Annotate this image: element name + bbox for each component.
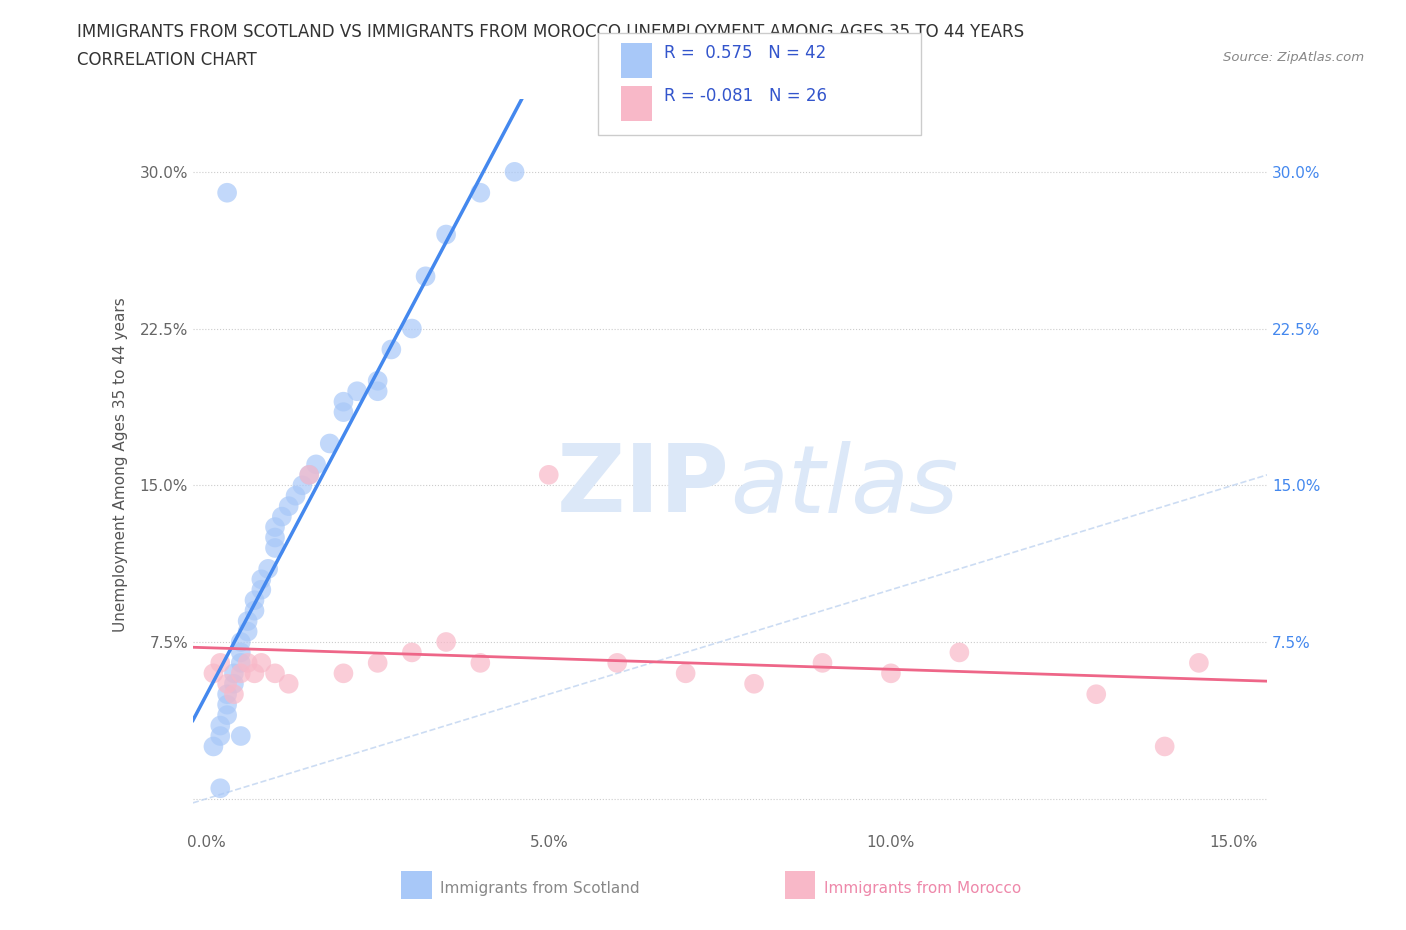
Point: [367, 384, 389, 399]
Point: [217, 676, 239, 691]
Point: [332, 405, 354, 419]
Text: ZIP: ZIP: [557, 440, 730, 532]
Point: [222, 676, 245, 691]
Point: [948, 645, 970, 660]
Point: [264, 530, 287, 545]
Point: [236, 614, 259, 629]
Point: [332, 666, 354, 681]
Text: CORRELATION CHART: CORRELATION CHART: [77, 51, 257, 69]
Point: [209, 781, 232, 796]
Point: [217, 698, 239, 712]
Point: [250, 572, 273, 587]
Point: [415, 269, 437, 284]
Point: [319, 436, 342, 451]
Point: [434, 227, 457, 242]
Point: [298, 468, 321, 483]
Point: [217, 686, 239, 701]
Point: [1085, 686, 1108, 701]
Y-axis label: Unemployment Among Ages 35 to 44 years: Unemployment Among Ages 35 to 44 years: [114, 297, 128, 631]
Point: [305, 457, 328, 472]
Text: R = -0.081   N = 26: R = -0.081 N = 26: [664, 87, 827, 105]
Point: [229, 645, 252, 660]
Point: [298, 468, 321, 483]
Point: [346, 384, 368, 399]
Text: atlas: atlas: [730, 441, 959, 532]
Point: [209, 728, 232, 743]
Point: [742, 676, 765, 691]
Text: IMMIGRANTS FROM SCOTLAND VS IMMIGRANTS FROM MOROCCO UNEMPLOYMENT AMONG AGES 35 T: IMMIGRANTS FROM SCOTLAND VS IMMIGRANTS F…: [77, 23, 1025, 41]
Point: [217, 708, 239, 723]
Point: [250, 656, 273, 671]
Point: [401, 645, 423, 660]
Point: [202, 739, 225, 754]
Point: [401, 321, 423, 336]
Point: [1153, 739, 1175, 754]
Point: [606, 656, 628, 671]
Point: [217, 185, 239, 200]
Point: [503, 165, 526, 179]
Point: [277, 676, 299, 691]
Point: [367, 656, 389, 671]
Text: Immigrants from Morocco: Immigrants from Morocco: [824, 881, 1021, 896]
Point: [243, 592, 266, 607]
Point: [277, 498, 299, 513]
Point: [209, 656, 232, 671]
Point: [675, 666, 697, 681]
Point: [811, 656, 834, 671]
Point: [284, 488, 307, 503]
Point: [470, 185, 492, 200]
Point: [880, 666, 903, 681]
Text: R =  0.575   N = 42: R = 0.575 N = 42: [664, 44, 825, 61]
Point: [270, 509, 292, 524]
Point: [434, 634, 457, 649]
Point: [250, 582, 273, 597]
Point: [257, 562, 280, 577]
Point: [470, 656, 492, 671]
Text: Source: ZipAtlas.com: Source: ZipAtlas.com: [1223, 51, 1364, 64]
Point: [229, 728, 252, 743]
Point: [291, 478, 314, 493]
Point: [1188, 656, 1211, 671]
Point: [202, 666, 225, 681]
Point: [222, 666, 245, 681]
Point: [264, 540, 287, 555]
Point: [236, 656, 259, 671]
Point: [243, 666, 266, 681]
Text: Immigrants from Scotland: Immigrants from Scotland: [440, 881, 640, 896]
Point: [222, 686, 245, 701]
Point: [537, 468, 560, 483]
Point: [243, 604, 266, 618]
Point: [332, 394, 354, 409]
Point: [380, 342, 402, 357]
Point: [367, 373, 389, 388]
Point: [229, 634, 252, 649]
Point: [229, 656, 252, 671]
Point: [264, 666, 287, 681]
Point: [236, 624, 259, 639]
Point: [229, 666, 252, 681]
Point: [264, 520, 287, 535]
Point: [209, 718, 232, 733]
